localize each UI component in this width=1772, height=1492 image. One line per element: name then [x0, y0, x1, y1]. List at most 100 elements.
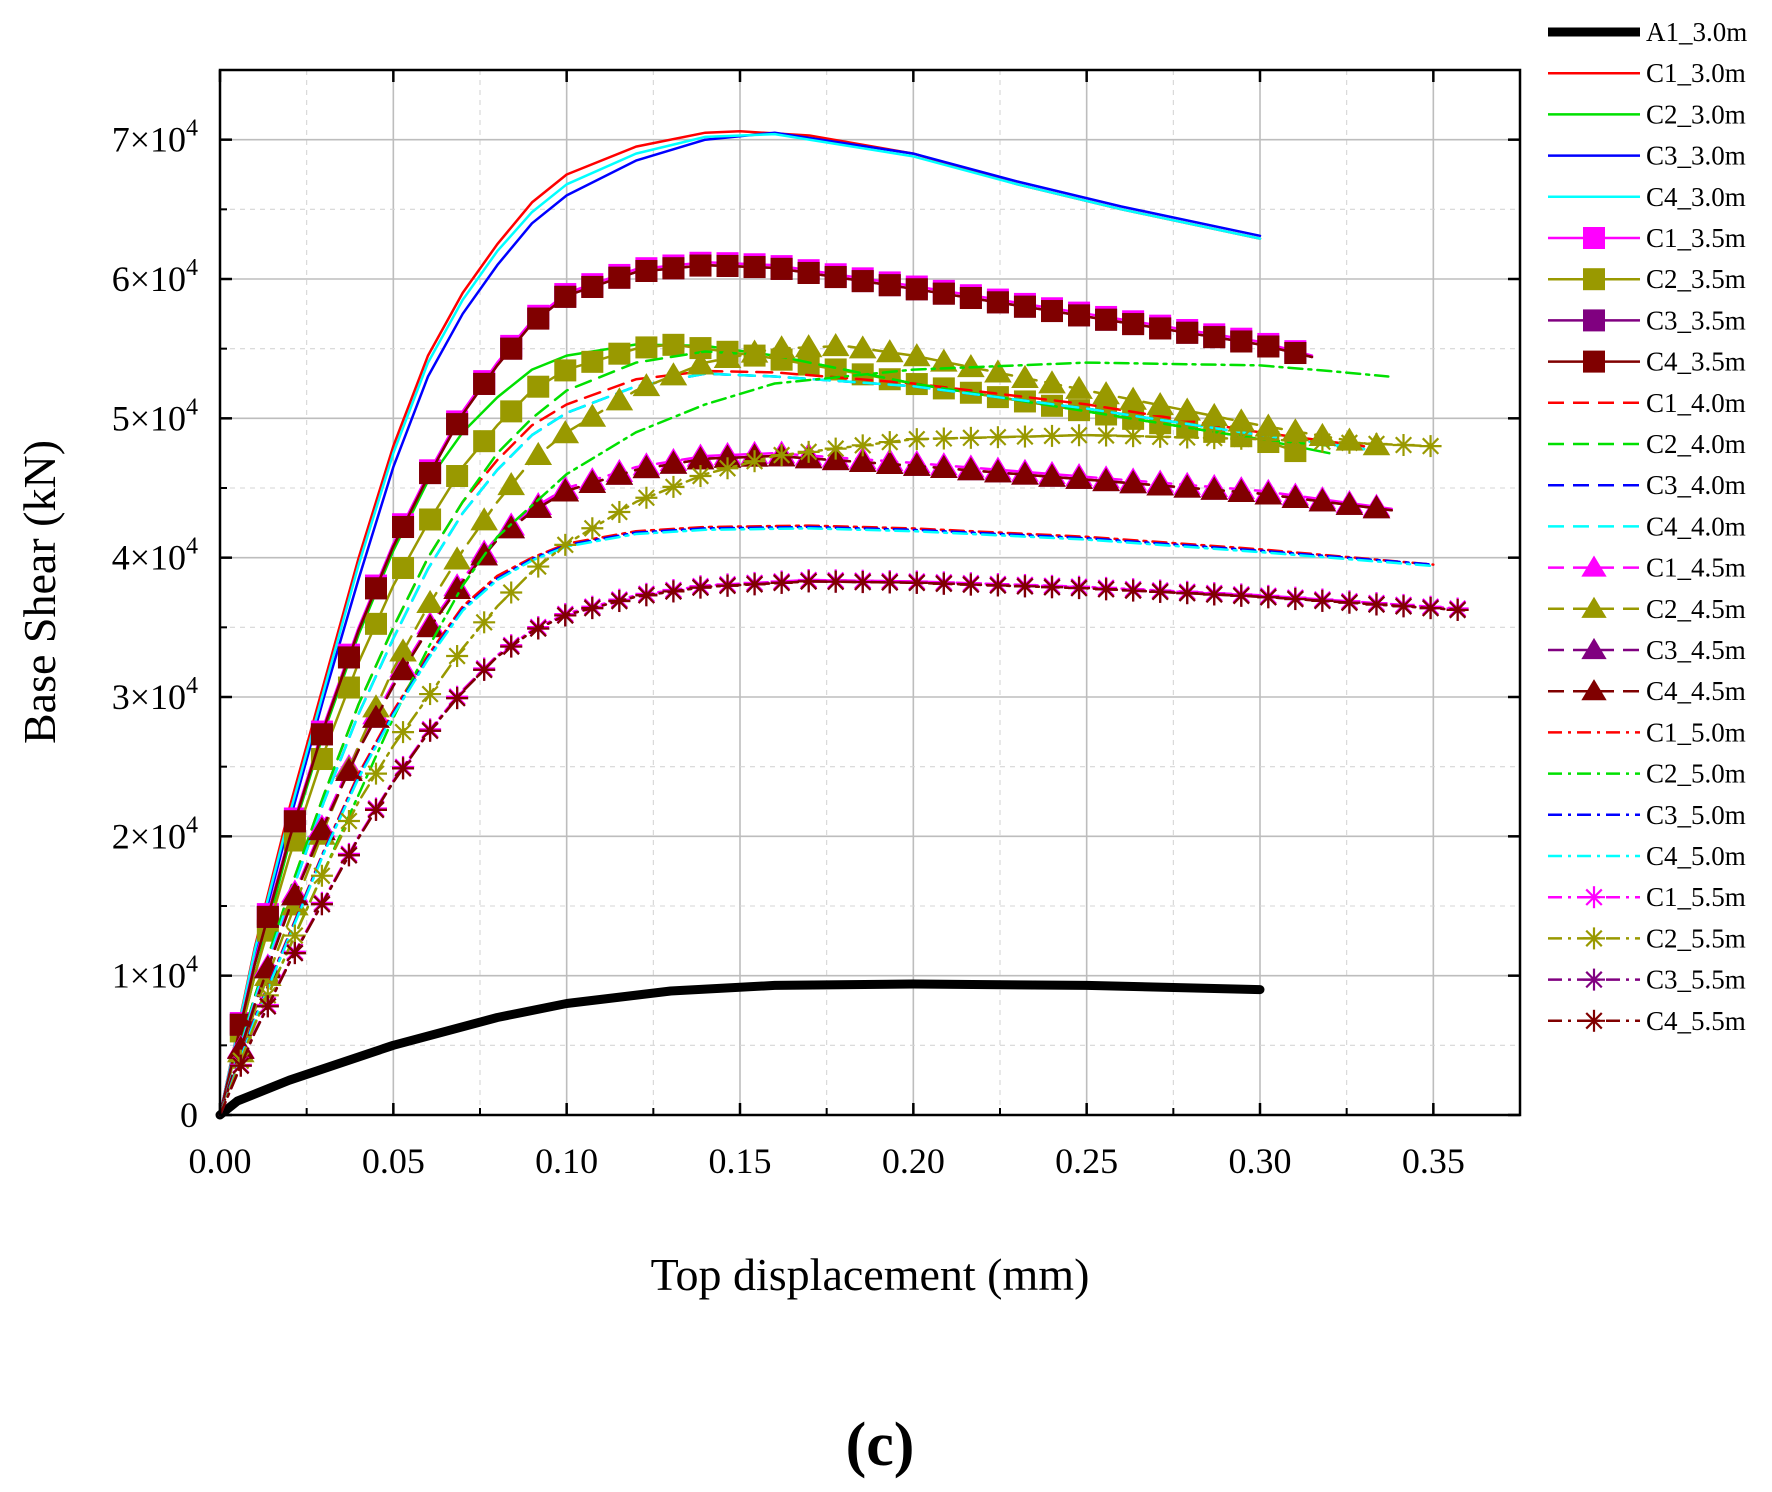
series-marker — [851, 571, 874, 594]
series-marker — [1365, 593, 1388, 616]
axis-ticks: 0.00 0.05 0.10 0.15 0.20 0.25 0.30 0.35 0 1×104 2×… — [112, 70, 1521, 1181]
legend-item-c2-4-5m: C2_4.5m — [1548, 594, 1746, 624]
series-marker — [581, 275, 604, 298]
legend-marker — [1583, 1009, 1605, 1032]
series-marker — [527, 375, 550, 398]
series-marker — [443, 546, 471, 570]
series-marker — [392, 516, 415, 539]
series-marker — [1254, 413, 1283, 437]
series-marker — [581, 350, 604, 373]
series-c4-4-0m — [218, 372, 1366, 1117]
series-marker — [1013, 295, 1036, 318]
legend-label: C3_5.5m — [1646, 965, 1746, 995]
series-marker — [256, 905, 279, 928]
series-marker — [689, 465, 712, 488]
legend-item-c3-5-0m: C3_5.0m — [1548, 800, 1746, 830]
series-marker — [797, 440, 820, 463]
series-marker — [1392, 595, 1415, 618]
legend-marker — [1583, 886, 1605, 909]
series-marker — [500, 635, 523, 658]
series-marker — [905, 278, 928, 301]
series-c2-5-5m — [218, 424, 1442, 1117]
series-marker — [446, 645, 469, 668]
legend-item-c2-3-5m: C2_3.5m — [1548, 264, 1746, 294]
series-marker — [1335, 491, 1364, 515]
series-c4-4-5m — [218, 443, 1393, 1117]
series-marker — [740, 339, 769, 363]
series-marker — [659, 362, 688, 386]
series-marker — [743, 450, 766, 473]
series-marker — [581, 517, 604, 540]
legend-item-c2-5-5m: C2_5.5m — [1548, 923, 1746, 953]
series-marker — [1176, 321, 1199, 344]
series-marker — [659, 450, 688, 474]
series-marker — [635, 584, 658, 607]
series-marker — [419, 508, 442, 531]
series-marker — [662, 475, 685, 498]
series-marker — [1254, 481, 1283, 505]
legend-item-c2-5-0m: C2_5.0m — [1548, 759, 1746, 789]
series-marker — [527, 307, 550, 330]
legend-item-c3-4-5m: C3_4.5m — [1548, 635, 1746, 665]
series-marker — [713, 344, 742, 369]
series-marker — [578, 403, 607, 427]
series-line-c4-3-0m — [218, 132, 1262, 1117]
series-marker — [1149, 317, 1172, 340]
legend-item-c4-4-5m: C4_4.5m — [1548, 676, 1746, 706]
series-line-c3-4-5m — [218, 454, 1393, 1117]
series-marker — [470, 507, 498, 531]
series-marker — [821, 333, 850, 357]
series-marker — [662, 257, 685, 280]
series-marker — [848, 448, 877, 473]
series-marker — [1122, 425, 1145, 448]
plot-frame — [218, 68, 1522, 1117]
series-marker — [1122, 313, 1145, 336]
series-marker — [473, 658, 496, 681]
series-marker — [1092, 381, 1120, 405]
series-marker — [608, 266, 631, 289]
y-tick-label: 4×104 — [112, 534, 198, 578]
legend-marker — [1581, 596, 1607, 618]
legend-label: C2_4.5m — [1646, 594, 1746, 624]
series-marker — [1041, 576, 1063, 599]
series-marker — [1013, 575, 1036, 598]
series-marker — [554, 604, 577, 627]
legend-marker — [1583, 268, 1605, 291]
series-marker — [389, 657, 417, 681]
legend-marker — [1583, 350, 1605, 373]
series-marker — [281, 882, 309, 906]
series-marker — [1119, 470, 1147, 494]
series-marker — [554, 359, 577, 382]
series-line-a1-3-0m — [215, 979, 1265, 1120]
series-marker — [337, 810, 360, 833]
series-marker — [1065, 465, 1093, 489]
legend-item-c2-3-0m: C2_3.0m — [1548, 99, 1746, 129]
legend-label: C4_4.5m — [1646, 676, 1746, 706]
series-marker — [419, 462, 442, 485]
series-marker — [1041, 424, 1063, 447]
series-marker — [848, 335, 877, 359]
x-axis-title: Top displacement (mm) — [651, 1249, 1090, 1300]
series-marker — [875, 450, 904, 474]
data-series — [215, 130, 1470, 1120]
series-marker — [256, 995, 279, 1018]
series-marker — [959, 287, 982, 310]
series-marker — [1257, 586, 1280, 609]
series-marker — [824, 266, 847, 289]
series-line-c4-4-0m — [218, 372, 1366, 1117]
series-marker — [1092, 468, 1120, 492]
series-line-c3-3-0m — [218, 131, 1262, 1117]
series-marker — [1011, 461, 1039, 485]
series-marker — [1149, 425, 1172, 448]
legend-item-c1-3-0m: C1_3.0m — [1548, 58, 1746, 88]
series-line-c1-4-5m — [218, 451, 1393, 1117]
series-marker — [497, 515, 525, 539]
series-c4-5-5m — [218, 570, 1470, 1117]
series-marker — [1203, 427, 1226, 450]
series-marker — [365, 762, 387, 785]
series-marker — [794, 334, 823, 358]
series-marker — [797, 261, 820, 284]
series-marker — [1284, 342, 1307, 365]
legend-item-c4-3-0m: C4_3.0m — [1548, 182, 1746, 212]
